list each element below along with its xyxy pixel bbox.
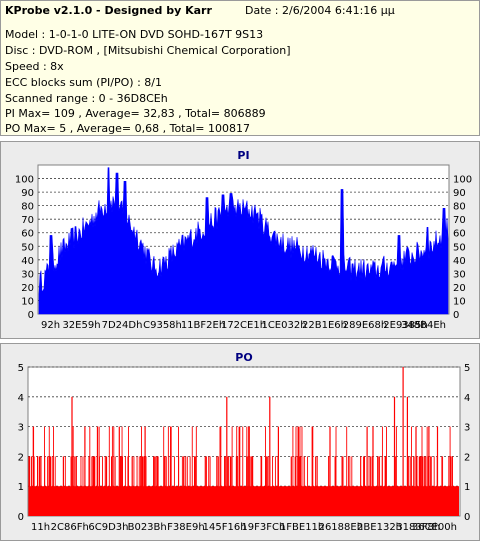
y-tick-label-left: 10 xyxy=(21,296,34,307)
info-pi-stats: PI Max= 109 , Average= 32,83 , Total= 80… xyxy=(5,107,266,120)
y-tick-label-right: 20 xyxy=(453,283,466,294)
x-tick-label: C9358h xyxy=(143,320,182,331)
scan-date: Date : 2/6/2004 6:41:16 μμ xyxy=(245,4,395,17)
info-range: Scanned range : 0 - 36D8CEh xyxy=(5,92,168,105)
y-tick-label-right: 10 xyxy=(453,296,466,307)
y-tick-label-right: 0 xyxy=(453,310,459,321)
x-tick-label: 36CE00h xyxy=(412,522,457,533)
y-tick-label-left: 70 xyxy=(21,215,34,226)
x-tick-label: 348B4Eh xyxy=(401,320,446,331)
x-tick-label: 145F16h xyxy=(203,522,247,533)
y-tick-label-left: 5 xyxy=(18,363,24,374)
chart-title: PI xyxy=(237,149,249,162)
y-tick-label-right: 4 xyxy=(464,393,470,404)
y-tick-label-right: 60 xyxy=(453,229,466,240)
y-tick-label-right: 100 xyxy=(453,175,472,186)
x-tick-label: 1CE032h xyxy=(261,320,306,331)
y-tick-label-left: 3 xyxy=(18,423,24,434)
y-tick-label-left: 80 xyxy=(21,202,34,213)
x-tick-label: 22B1E6h xyxy=(302,320,347,331)
x-tick-label: B023Bh xyxy=(128,522,167,533)
x-tick-label: 6C9D3h xyxy=(88,522,128,533)
info-panel: KProbe v2.1.0 - Designed by Karr Date : … xyxy=(0,0,480,136)
x-tick-label: 11BF2Eh xyxy=(181,320,225,331)
x-tick-label: 2C86Fh xyxy=(51,522,89,533)
x-tick-label: 92h xyxy=(41,320,60,331)
info-speed: Speed : 8x xyxy=(5,60,64,73)
pi-chart: PI 0 0 10 10 20 20 30 30 40 40 50 50 60 60 70 70 80 80 90 90… xyxy=(15,149,472,331)
x-tick-label: 2BE132h xyxy=(357,522,402,533)
y-tick-label-left: 1 xyxy=(18,482,24,493)
x-tick-label: 289E68h xyxy=(343,320,387,331)
po-chart: PO 0 0 1 1 2 2 3 3 4 4 5 5 11h 2C86Fh 6C9D3h B023Bh F38E9… xyxy=(18,351,471,533)
info-po-stats: PO Max= 5 , Average= 0,68 , Total= 10081… xyxy=(5,122,250,135)
y-tick-label-left: 4 xyxy=(18,393,24,404)
y-tick-label-left: 30 xyxy=(21,269,34,280)
po-baseline-band xyxy=(29,486,459,516)
y-tick-label-right: 40 xyxy=(453,256,466,267)
x-tick-label: 172CE1h xyxy=(221,320,266,331)
y-tick-label-left: 100 xyxy=(15,175,34,186)
x-tick-label: F38E9h xyxy=(167,522,205,533)
po-chart-panel: PO 0 0 1 1 2 2 3 3 4 4 5 5 11h 2C86Fh 6C9D3h B023Bh F38E9… xyxy=(0,343,480,541)
y-tick-label-left: 60 xyxy=(21,229,34,240)
y-tick-label-right: 80 xyxy=(453,202,466,213)
chart-title: PO xyxy=(235,351,252,364)
y-tick-label-left: 20 xyxy=(21,283,34,294)
y-tick-label-right: 0 xyxy=(464,512,470,523)
x-tick-label: 26188Eh xyxy=(319,522,363,533)
y-tick-label-right: 70 xyxy=(453,215,466,226)
y-tick-label-right: 2 xyxy=(464,452,470,463)
y-tick-label-right: 50 xyxy=(453,242,466,253)
y-tick-label-right: 30 xyxy=(453,269,466,280)
x-tick-label: 32E59h xyxy=(62,320,100,331)
y-tick-label-left: 90 xyxy=(21,188,34,199)
y-tick-label-right: 1 xyxy=(464,482,470,493)
y-tick-label-left: 40 xyxy=(21,256,34,267)
y-tick-label-right: 90 xyxy=(453,188,466,199)
app-title: KProbe v2.1.0 - Designed by Karr xyxy=(5,4,212,17)
pi-chart-panel: PI 0 0 10 10 20 20 30 30 40 40 50 50 60 60 70 70 80 80 90 90… xyxy=(0,141,480,339)
x-tick-label: 2E9385h xyxy=(383,320,427,331)
x-tick-label: 7D24Dh xyxy=(102,320,143,331)
y-tick-label-left: 2 xyxy=(18,452,24,463)
info-model: Model : 1-0-1-0 LITE-ON DVD SOHD-167T 9S… xyxy=(5,28,264,41)
pi-series-area xyxy=(38,167,449,315)
x-tick-label: 19F3FCh xyxy=(241,522,285,533)
y-tick-label-left: 0 xyxy=(18,512,24,523)
y-tick-label-left: 0 xyxy=(28,310,34,321)
info-disc: Disc : DVD-ROM , [Mitsubishi Chemical Co… xyxy=(5,44,291,57)
info-ecc: ECC blocks sum (PI/PO) : 8/1 xyxy=(5,76,162,89)
y-tick-label-left: 50 xyxy=(21,242,34,253)
y-tick-label-right: 5 xyxy=(464,363,470,374)
x-tick-label: 1FBE11h xyxy=(280,522,324,533)
y-tick-label-right: 3 xyxy=(464,423,470,434)
x-tick-label: 3183F8h xyxy=(396,522,440,533)
x-tick-label: 11h xyxy=(31,522,50,533)
